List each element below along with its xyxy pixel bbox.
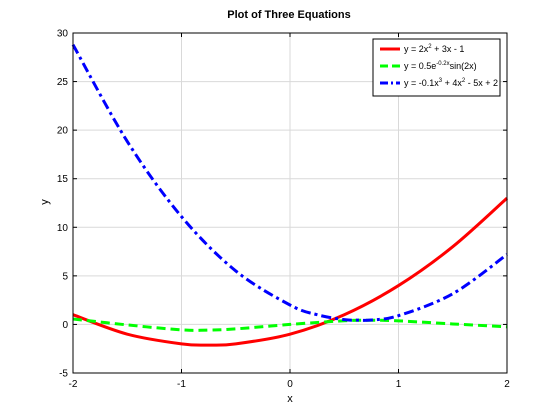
x-tick-labels: -2 -1 0 1 2 bbox=[69, 379, 511, 390]
legend-label-series-1: y = 2x2 + 3x - 1 bbox=[404, 44, 464, 54]
series-line-1 bbox=[72, 197, 509, 347]
y-tick-label: 30 bbox=[57, 29, 69, 40]
y-tick-labels: -5 0 5 10 15 20 25 30 bbox=[57, 29, 69, 380]
x-tick-label: 1 bbox=[396, 379, 402, 390]
legend: y = 2x2 + 3x - 1 y = 0.5e-0.2xsin(2x) y … bbox=[372, 38, 501, 97]
legend-label-series-3: y = -0.1x3 + 4x2 - 5x + 2 bbox=[404, 78, 498, 88]
y-tick-label: 20 bbox=[57, 126, 69, 137]
y-tick-label: 0 bbox=[62, 320, 68, 331]
x-tick-label: 2 bbox=[504, 379, 510, 390]
x-tick-label: 0 bbox=[287, 379, 293, 390]
x-tick-label: -1 bbox=[177, 379, 186, 390]
y-tick-label: 25 bbox=[57, 77, 69, 88]
y-tick-label: -5 bbox=[59, 369, 68, 380]
x-axis-label: x bbox=[287, 393, 293, 405]
chart-title: Plot of Three Equations bbox=[227, 9, 350, 21]
x-tick-label: -2 bbox=[69, 379, 78, 390]
series-group bbox=[71, 43, 509, 347]
ticks bbox=[72, 32, 508, 374]
y-tick-label: 15 bbox=[57, 174, 69, 185]
y-tick-label: 5 bbox=[62, 271, 68, 282]
legend-label-series-2: y = 0.5e-0.2xsin(2x) bbox=[404, 61, 477, 71]
y-axis-label: y bbox=[39, 199, 51, 205]
series-line-2 bbox=[72, 317, 508, 332]
y-tick-label: 10 bbox=[57, 223, 69, 234]
